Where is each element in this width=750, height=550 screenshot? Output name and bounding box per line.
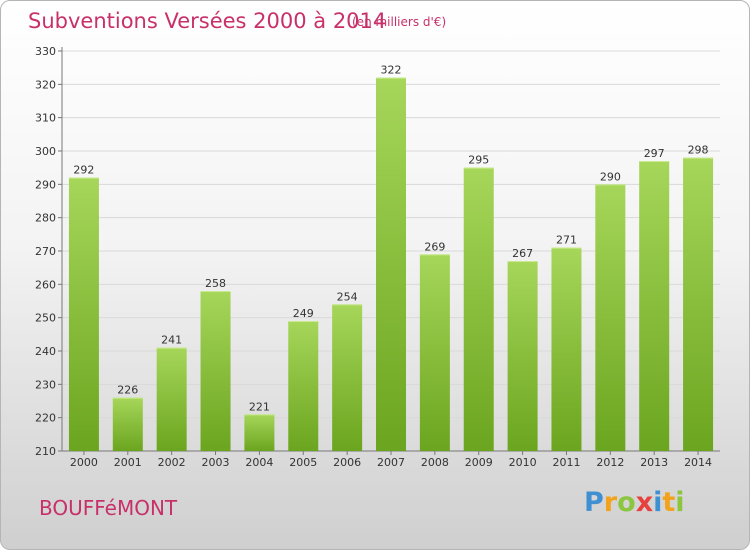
bar — [419, 254, 450, 451]
x-tick-label: 2005 — [289, 456, 317, 469]
y-tick-label: 310 — [35, 112, 56, 125]
x-tick-label: 2009 — [465, 456, 493, 469]
x-tick-label: 2006 — [333, 456, 361, 469]
data-label: 267 — [512, 247, 533, 260]
data-label: 271 — [556, 234, 577, 247]
bar — [463, 167, 494, 451]
bar — [244, 414, 275, 451]
unit-label: (en milliers d'€) — [352, 15, 447, 29]
x-tick-label: 2004 — [245, 456, 273, 469]
logo-letter: r — [603, 487, 618, 518]
bar — [332, 304, 363, 451]
x-tick-label: 2013 — [640, 456, 668, 469]
data-label: 290 — [600, 170, 621, 183]
logo-letter: i — [675, 487, 685, 518]
logo-letter: P — [584, 487, 604, 518]
bar — [288, 321, 319, 451]
bar — [68, 177, 99, 451]
data-label: 249 — [293, 307, 314, 320]
x-tick-label: 2014 — [684, 456, 712, 469]
x-tick-label: 2011 — [552, 456, 580, 469]
data-label: 297 — [644, 147, 665, 160]
logo-letter: x — [635, 487, 654, 518]
bar — [507, 261, 538, 451]
y-tick-label: 210 — [35, 445, 56, 458]
x-tick-label: 2007 — [377, 456, 405, 469]
data-label: 322 — [381, 64, 402, 77]
data-label: 254 — [337, 290, 358, 303]
logo-letter: i — [653, 487, 663, 518]
y-tick-label: 330 — [35, 45, 56, 58]
y-tick-label: 260 — [35, 278, 56, 291]
bar — [112, 397, 143, 451]
y-tick-label: 220 — [35, 412, 56, 425]
y-tick-label: 250 — [35, 312, 56, 325]
y-tick-label: 270 — [35, 245, 56, 258]
y-tick-label: 240 — [35, 345, 56, 358]
city-name: BOUFFéMONT — [39, 496, 178, 520]
bar — [200, 291, 231, 451]
logo-letter: o — [617, 487, 636, 518]
bar — [376, 77, 406, 452]
bar — [551, 247, 582, 451]
proxiti-logo: Proxiti — [584, 487, 685, 518]
data-label: 295 — [468, 154, 489, 167]
data-label: 258 — [205, 277, 226, 290]
y-tick-label: 290 — [35, 178, 56, 191]
x-tick-label: 2001 — [114, 456, 142, 469]
bar — [683, 157, 714, 451]
x-tick-label: 2003 — [202, 456, 230, 469]
y-tick-label: 280 — [35, 212, 56, 225]
x-tick-label: 2002 — [158, 456, 186, 469]
bar — [639, 161, 670, 451]
data-label: 269 — [424, 240, 445, 253]
y-tick-label: 300 — [35, 145, 56, 158]
x-tick-label: 2012 — [596, 456, 624, 469]
bar — [595, 184, 626, 452]
labels: 210 220 230 240 250 260 270 280 290 300 310 320 330 2… — [35, 45, 712, 469]
y-tick-label: 320 — [35, 78, 56, 91]
x-tick-label: 2010 — [509, 456, 537, 469]
data-label: 221 — [249, 400, 270, 413]
data-label: 226 — [117, 384, 138, 397]
bars — [68, 77, 714, 452]
logo-letter: t — [662, 487, 676, 518]
y-tick-label: 230 — [35, 378, 56, 391]
x-tick-label: 2000 — [70, 456, 98, 469]
data-label: 298 — [688, 144, 709, 157]
data-label: 292 — [73, 164, 94, 177]
chart-title: Subventions Versées 2000 à 2014 — [28, 9, 387, 33]
bar — [156, 347, 187, 451]
data-label: 241 — [161, 334, 182, 347]
x-tick-label: 2008 — [421, 456, 449, 469]
